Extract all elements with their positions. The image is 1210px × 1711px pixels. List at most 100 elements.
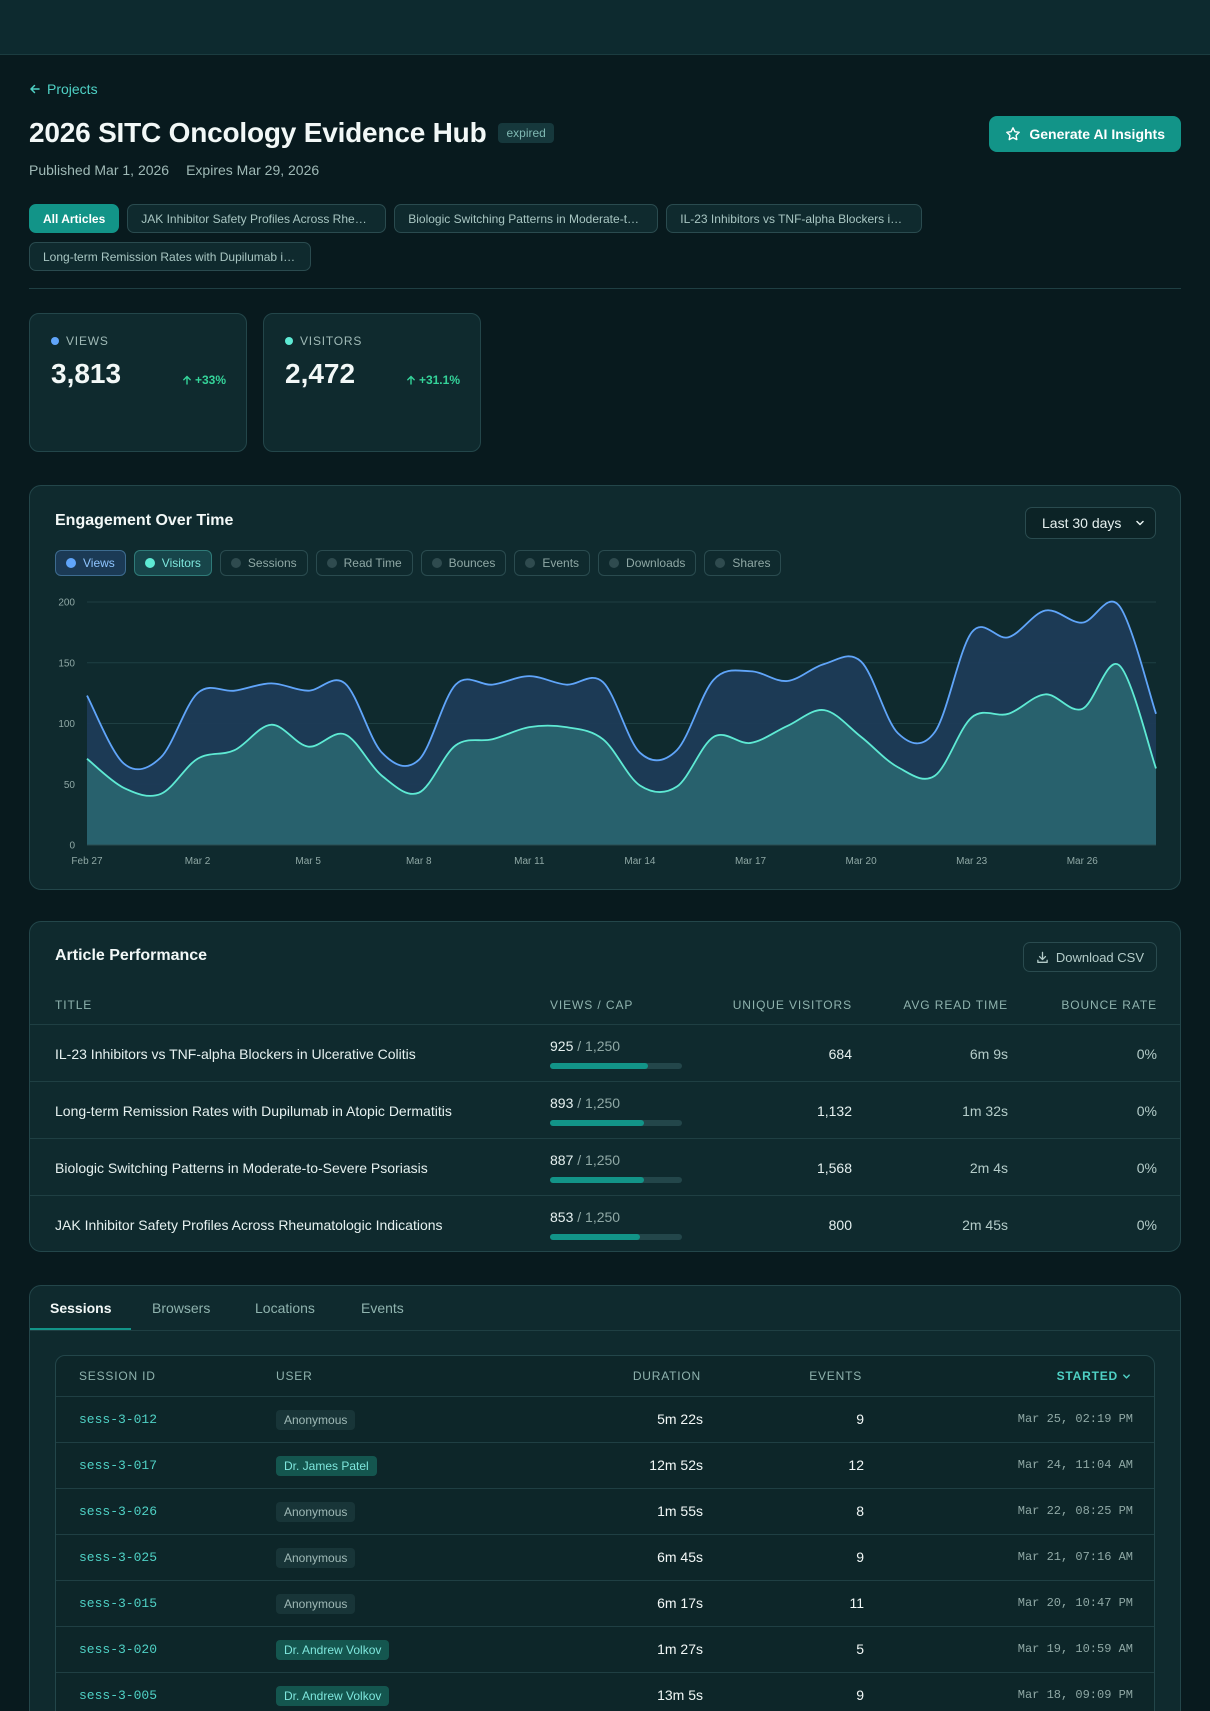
- metric-label: Events: [542, 556, 580, 570]
- date-range-select[interactable]: Last 30 days: [1025, 507, 1156, 539]
- tab-sessions[interactable]: Sessions: [50, 1300, 112, 1316]
- user-badge: Dr. Andrew Volkov: [276, 1640, 390, 1660]
- star-icon: [1006, 127, 1021, 141]
- table-row[interactable]: sess-3-026 Anonymous 1m 55s 8 Mar 22, 08:25 …: [56, 1488, 1154, 1534]
- started-header-label: STARTED: [1056, 1369, 1118, 1383]
- visitors-change: +31.1%: [406, 373, 460, 387]
- metric-toggle-visitors[interactable]: Visitors: [133, 550, 212, 576]
- csv-label: Download CSV: [1055, 949, 1144, 965]
- views-dot-icon: [66, 558, 76, 568]
- session-started: Mar 20, 10:47 PM: [1017, 1596, 1133, 1610]
- x-tick-label: Mar 26: [1067, 856, 1099, 867]
- metric-label: Sessions: [247, 556, 297, 570]
- article-tab-biologic[interactable]: Biologic Switching Patterns in Moderate-…: [394, 204, 659, 233]
- session-duration: 1m 27s: [657, 1641, 703, 1657]
- session-id-link[interactable]: sess-3-025: [79, 1550, 158, 1565]
- column-header-session-id: SESSION ID: [79, 1369, 156, 1383]
- views-progress-fill: [550, 1177, 644, 1183]
- session-id-link[interactable]: sess-3-026: [79, 1504, 158, 1519]
- session-started: Mar 19, 10:59 AM: [1017, 1642, 1133, 1656]
- metric-toggle-views[interactable]: Views: [55, 550, 126, 576]
- metric-toggle-shares[interactable]: Shares: [704, 550, 782, 576]
- session-id-link[interactable]: sess-3-015: [79, 1596, 158, 1611]
- user-badge: Anonymous: [276, 1594, 356, 1614]
- article-tab-label: Long-term Remission Rates with Dupilumab…: [43, 249, 297, 264]
- generate-ai-insights-button[interactable]: Generate AI Insights: [989, 116, 1181, 152]
- session-id-link[interactable]: sess-3-012: [79, 1412, 158, 1427]
- download-csv-button[interactable]: Download CSV: [1022, 942, 1157, 972]
- metric-toggle-bounces[interactable]: Bounces: [420, 550, 507, 576]
- y-tick-label: 200: [58, 598, 75, 609]
- table-row[interactable]: sess-3-020 Dr. Andrew Volkov 1m 27s 5 Mar 19…: [56, 1626, 1154, 1672]
- views-stat-card: VIEWS 3,813 +33%: [29, 313, 247, 452]
- tab-events[interactable]: Events: [361, 1300, 404, 1316]
- ai-button-label: Generate AI Insights: [1029, 126, 1165, 142]
- article-tab-all[interactable]: All Articles: [29, 204, 120, 233]
- views-progress-bar: [550, 1120, 682, 1126]
- views-progress-bar: [550, 1177, 682, 1183]
- visitors-value: 2,472: [285, 358, 356, 389]
- views-label: VIEWS: [66, 334, 109, 348]
- table-row[interactable]: Biologic Switching Patterns in Moderate-…: [30, 1138, 1180, 1195]
- article-title: JAK Inhibitor Safety Profiles Across Rhe…: [55, 1217, 443, 1233]
- published-date: Published Mar 1, 2026: [29, 162, 170, 178]
- engagement-chart: 0 50 100 150 200 Feb 27 Mar 2 Mar 5 Mar 8 Mar 11 M…: [58, 598, 1157, 867]
- top-bar: [0, 0, 1210, 55]
- article-tab-jak[interactable]: JAK Inhibitor Safety Profiles Across Rhe…: [127, 204, 387, 233]
- session-started: Mar 21, 07:16 AM: [1017, 1550, 1133, 1564]
- expires-date: Expires Mar 29, 2026: [186, 162, 320, 178]
- session-id-link[interactable]: sess-3-005: [79, 1688, 158, 1703]
- engagement-title: Engagement Over Time: [55, 512, 234, 529]
- table-row[interactable]: JAK Inhibitor Safety Profiles Across Rhe…: [30, 1195, 1180, 1252]
- metric-toggle-events[interactable]: Events: [514, 550, 591, 576]
- table-row[interactable]: sess-3-012 Anonymous 5m 22s 9 Mar 25, 02:19 …: [56, 1396, 1154, 1442]
- column-header-bounce-rate: BOUNCE RATE: [1061, 998, 1157, 1012]
- session-id-link[interactable]: sess-3-017: [79, 1458, 158, 1473]
- avg-read-time: 2m 4s: [969, 1160, 1008, 1176]
- metric-label: Bounces: [448, 556, 496, 570]
- views-cap-limit: / 1,250: [577, 1209, 621, 1225]
- article-tab-il23[interactable]: IL-23 Inhibitors vs TNF-alpha Blockers i…: [666, 204, 923, 233]
- y-tick-label: 50: [64, 780, 76, 791]
- x-tick-label: Mar 23: [956, 856, 988, 867]
- tab-locations[interactable]: Locations: [255, 1300, 315, 1316]
- article-tab-dupilumab[interactable]: Long-term Remission Rates with Dupilumab…: [29, 242, 311, 271]
- session-duration: 12m 52s: [649, 1457, 703, 1473]
- user-badge: Anonymous: [276, 1410, 356, 1430]
- table-row[interactable]: Long-term Remission Rates with Dupilumab…: [30, 1081, 1180, 1138]
- metric-toggle-sessions[interactable]: Sessions: [219, 550, 308, 576]
- column-header-avg-read-time: AVG READ TIME: [903, 998, 1008, 1012]
- views-line: [86, 600, 1157, 771]
- back-to-projects-link[interactable]: Projects: [29, 81, 98, 97]
- table-row[interactable]: sess-3-025 Anonymous 6m 45s 9 Mar 21, 07:16 …: [56, 1534, 1154, 1580]
- visitors-stat-label: VISITORS: [285, 334, 459, 348]
- article-title: IL-23 Inhibitors vs TNF-alpha Blockers i…: [55, 1046, 416, 1062]
- session-duration: 5m 22s: [657, 1411, 703, 1427]
- visitors-change-value: +31.1%: [418, 373, 460, 387]
- article-title: Long-term Remission Rates with Dupilumab…: [55, 1103, 452, 1119]
- table-row[interactable]: sess-3-005 Dr. Andrew Volkov 13m 5s 9 Mar 18…: [56, 1672, 1154, 1711]
- table-row[interactable]: IL-23 Inhibitors vs TNF-alpha Blockers i…: [30, 1024, 1180, 1081]
- metric-toggle-read-time[interactable]: Read Time: [315, 550, 413, 576]
- session-started: Mar 24, 11:04 AM: [1017, 1458, 1133, 1472]
- analytics-tabbar: Sessions Browsers Locations Events: [30, 1286, 1180, 1331]
- article-tab-label: Biologic Switching Patterns in Moderate-…: [408, 211, 645, 226]
- column-header-started-sort[interactable]: STARTED: [1057, 1369, 1131, 1383]
- table-row[interactable]: sess-3-015 Anonymous 6m 17s 11 Mar 20, 10:47…: [56, 1580, 1154, 1626]
- article-title: Biologic Switching Patterns in Moderate-…: [55, 1160, 428, 1176]
- table-row[interactable]: sess-3-017 Dr. James Patel 12m 52s 12 Mar 24…: [56, 1442, 1154, 1488]
- session-events: 8: [856, 1503, 864, 1519]
- session-id-link[interactable]: sess-3-020: [79, 1642, 158, 1657]
- back-link-label: Projects: [47, 81, 98, 97]
- publish-meta: Published Mar 1, 2026 Expires Mar 29, 20…: [29, 162, 319, 178]
- inactive-dot-icon: [715, 558, 726, 568]
- metric-toggle-downloads[interactable]: Downloads: [598, 550, 697, 576]
- metric-label: Visitors: [161, 556, 201, 570]
- views-progress-fill: [550, 1063, 648, 1069]
- views-cap: 887 / 1,250: [550, 1152, 620, 1168]
- avg-read-time: 6m 9s: [969, 1046, 1008, 1062]
- tab-browsers[interactable]: Browsers: [152, 1300, 211, 1316]
- session-duration: 6m 17s: [657, 1595, 703, 1611]
- session-duration: 6m 45s: [657, 1549, 703, 1565]
- session-events: 9: [856, 1411, 864, 1427]
